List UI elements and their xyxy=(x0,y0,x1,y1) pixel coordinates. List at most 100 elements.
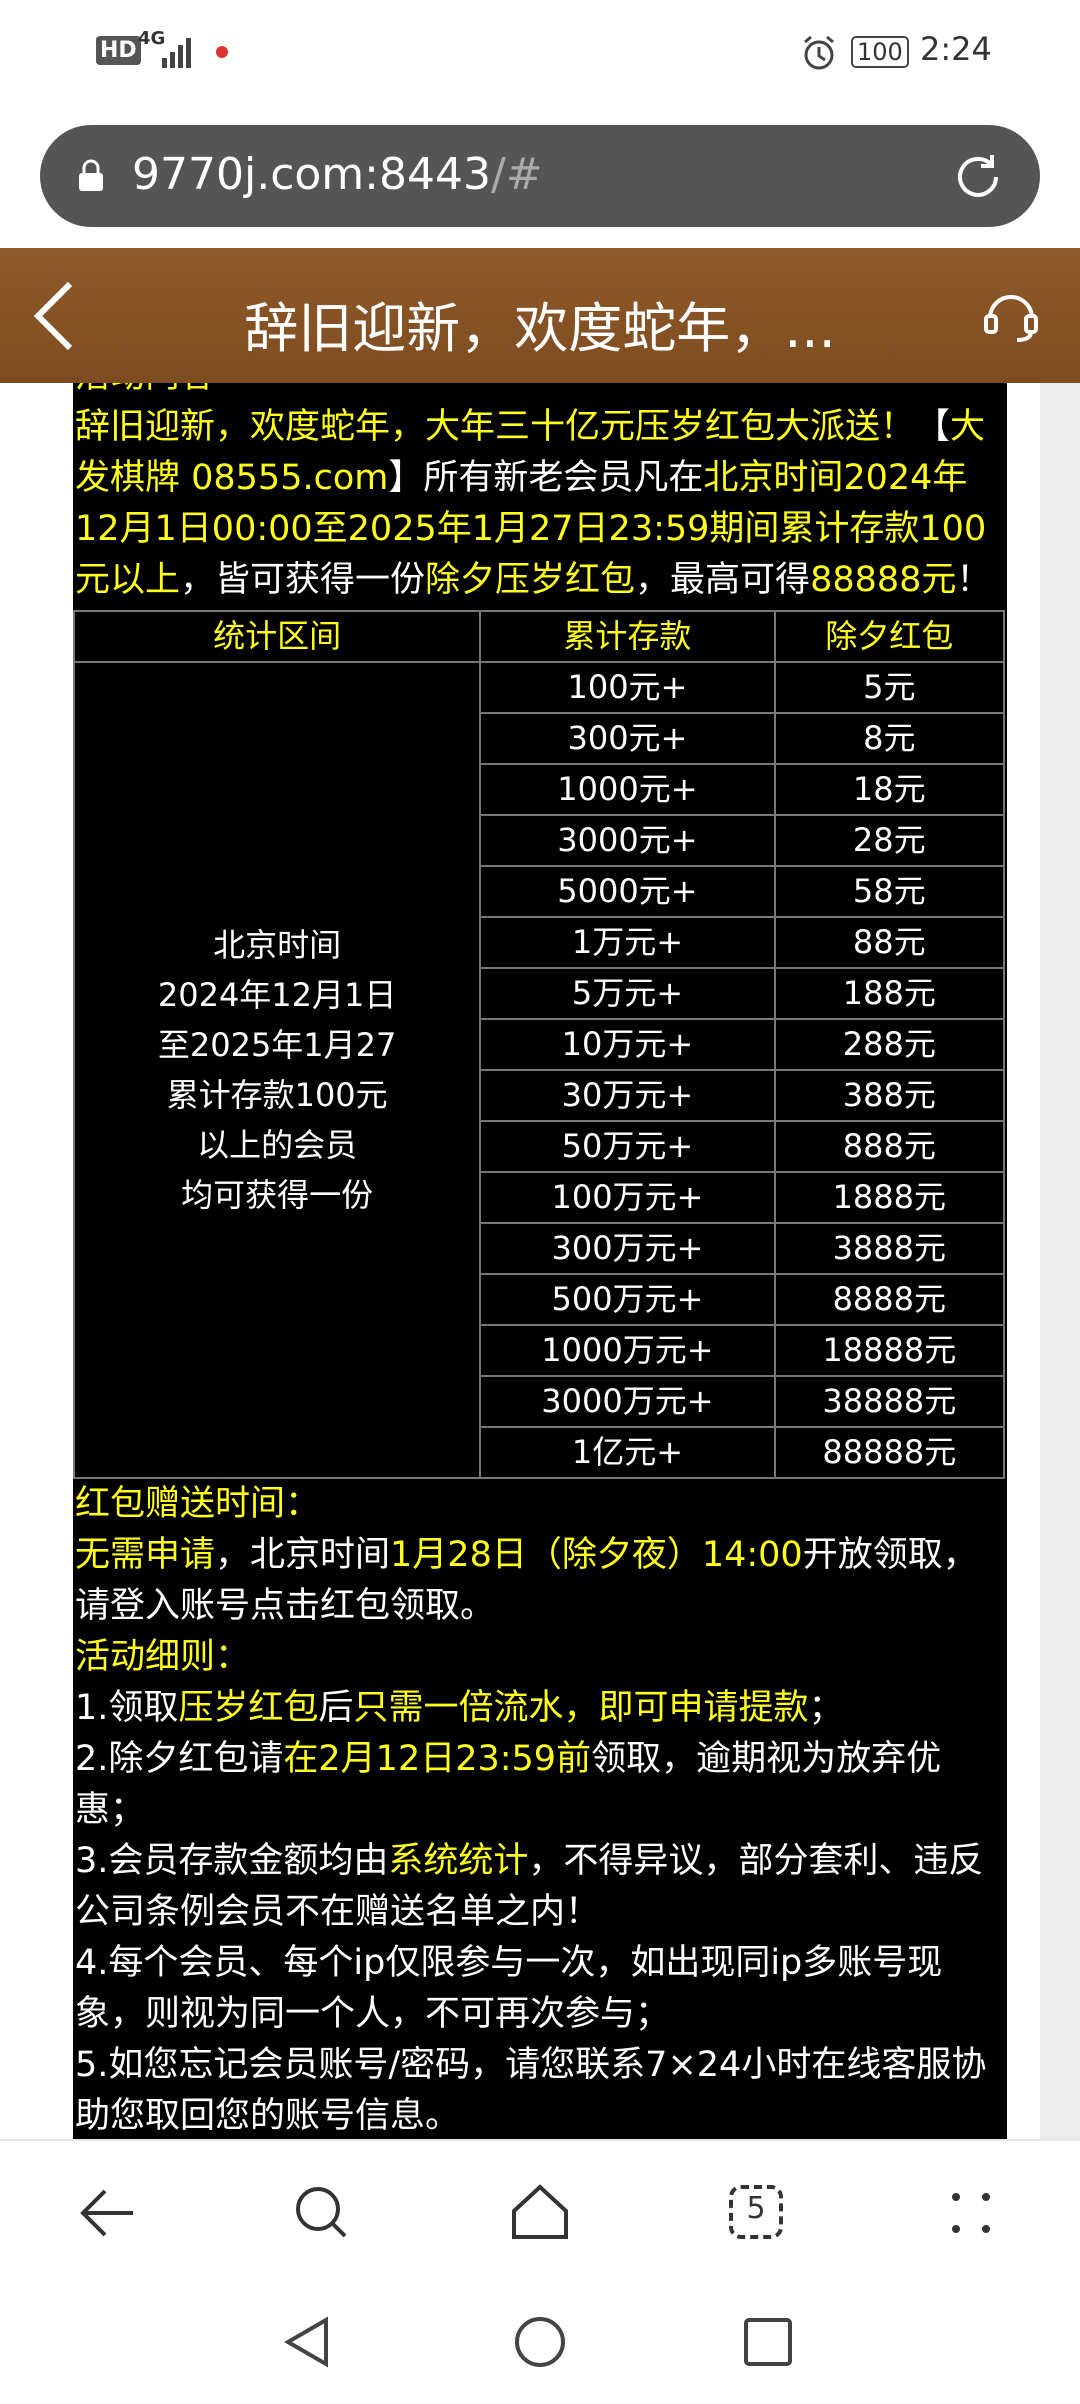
web-content: 活动内容 辞旧迎新，欢度蛇年，大年三十亿元压岁红包大派送！【大发棋牌 08555… xyxy=(0,383,1080,2139)
text-segment: 红包赠送时间： xyxy=(75,1484,321,1524)
bonus-cell: 58元 xyxy=(773,865,1006,918)
text-segment: 88888元 xyxy=(810,560,957,600)
rule-paragraph: 4.每个会员、每个ip仅限参与一次，如出现同ip多账号现象，则视为同一个人，不可… xyxy=(75,1938,1007,2040)
period-line: 以上的会员 xyxy=(197,1126,358,1164)
text-segment: 4.每个会员、每个ip仅限参与一次，如出现同ip多账号现象，则视为同一个人，不可… xyxy=(75,1943,943,2034)
text-segment: 领取，逾期视为放弃优惠； xyxy=(75,1739,942,1830)
text-segment: 2.除夕红包请 xyxy=(75,1739,284,1779)
system-nav xyxy=(0,2280,1080,2400)
period-line: 累计存款100元 xyxy=(166,1076,388,1114)
deposit-cell: 10万元+ xyxy=(479,1018,776,1071)
back-icon[interactable] xyxy=(80,2189,133,2237)
lock-icon xyxy=(79,159,103,191)
menu-icon[interactable] xyxy=(952,2193,990,2233)
clock: 2:24 xyxy=(920,30,992,68)
period-line: 至2025年1月27 xyxy=(157,1026,397,1064)
text-segment: 除夕压岁红包 xyxy=(425,560,636,600)
browser-toolbar: 5 xyxy=(0,2139,1080,2282)
period-line: 北京时间 xyxy=(213,926,342,964)
text-segment: 1月28日（除夕夜）14:00 xyxy=(390,1535,803,1575)
deposit-cell: 5万元+ xyxy=(479,967,776,1020)
table-row: 北京时间 2024年12月1日 至2025年1月27 累计存款100元 以上的会员均可获… xyxy=(72,661,1006,1479)
bonus-cell: 38888元 xyxy=(773,1375,1006,1428)
bonus-cell: 8元 xyxy=(773,712,1006,765)
bonus-cell: 388元 xyxy=(773,1069,1006,1122)
tab-count[interactable]: 5 xyxy=(746,2191,766,2226)
section-title: 活动内容 xyxy=(75,383,1007,402)
bonus-cell: 8888元 xyxy=(773,1273,1006,1326)
bonus-cell: 5元 xyxy=(773,661,1006,714)
bonus-cell: 18元 xyxy=(773,763,1006,816)
text-segment: ，最高可得 xyxy=(635,560,811,600)
search-icon[interactable] xyxy=(296,2187,347,2238)
table-row: 30万元+ 388元 xyxy=(74,1069,1006,1122)
text-segment: ，皆可获得一份 xyxy=(180,560,426,600)
period-line: 均可获得一份 xyxy=(181,1176,374,1214)
rule-paragraph: 3.会员存款金额均由系统统计，不得异议，部分套利、违反公司条例会员不在赠送名单之… xyxy=(75,1836,1007,1938)
table-row: 5万元+ 188元 xyxy=(74,967,1006,1020)
nav-recent[interactable] xyxy=(744,2318,792,2366)
rule-paragraph: 无需申请，北京时间1月28日（除夕夜）14:00开放领取，请登入账号点击红包领取… xyxy=(75,1530,1007,1632)
rule-paragraph: 2.除夕红包请在2月12日23:59前领取，逾期视为放弃优惠； xyxy=(75,1734,1007,1836)
support-icon[interactable] xyxy=(980,286,1042,346)
rule-paragraph: 1.领取压岁红包后只需一倍流水，即可申请提款； xyxy=(75,1683,1007,1734)
deposit-cell: 100元+ xyxy=(479,661,776,714)
period-line: 2024年12月1日 xyxy=(157,976,397,1014)
notification-dot xyxy=(216,46,228,58)
header-cell: 累计存款 xyxy=(479,610,776,663)
text-segment: 只需一倍流水，即可申请提款 xyxy=(353,1688,809,1728)
url-path: /# xyxy=(490,149,543,200)
text-segment: 北京时间2024年12月1日00:00至2025年1月27日23:59期间累计存… xyxy=(75,458,987,600)
back-button[interactable] xyxy=(30,278,80,354)
rules: 红包赠送时间： 无需申请，北京时间1月28日（除夕夜）14:00开放领取，请登入账… xyxy=(75,1479,1007,2139)
table-row: 100万元+ 1888元 xyxy=(74,1171,1006,1224)
text-segment: 压岁红包 xyxy=(178,1688,319,1728)
header-title: 辞旧迎新，欢度蛇年，... xyxy=(244,297,836,360)
text-segment: 】所有新老会员凡在 xyxy=(388,458,704,498)
intro-paragraph: 辞旧迎新，欢度蛇年，大年三十亿元压岁红包大派送！【大发棋牌 08555.com】… xyxy=(75,402,1007,606)
deposit-cell: 1000元+ xyxy=(479,763,776,816)
page-header: 辞旧迎新，欢度蛇年，... xyxy=(0,248,1080,383)
alarm-icon xyxy=(804,35,834,70)
address-bar[interactable]: 9770j.com:8443/# xyxy=(40,125,1040,227)
text-segment: 1.领取 xyxy=(75,1688,179,1728)
table-row: 1万元+ 88元 xyxy=(74,916,1006,969)
rule-paragraph: 5.如您忘记会员账号/密码，请您联系7×24小时在线客服协助您取回您的账号信息。 xyxy=(75,2040,1007,2139)
bonus-table: 统计区间 累计存款 除夕红包北京时间 2024年12月1日 至2025年1月27 累计存款… xyxy=(72,610,1006,1479)
table-row: 10万元+ 288元 xyxy=(74,1018,1006,1071)
text-segment: ，北京时间 xyxy=(215,1535,391,1575)
table-row: 1000元+ 18元 xyxy=(74,763,1006,816)
home-icon[interactable] xyxy=(512,2184,568,2239)
table-row: 5000元+ 58元 xyxy=(74,865,1006,918)
deposit-cell: 1万元+ xyxy=(479,916,776,969)
table-row: 1亿元+ 88888元 xyxy=(74,1426,1006,1479)
system-nav-icons xyxy=(284,2316,792,2368)
text-segment: ！ xyxy=(956,560,992,600)
deposit-cell: 1000万元+ xyxy=(479,1324,776,1377)
text-segment: 辞旧迎新，欢度蛇年，大年三十亿元压岁红包大派送！ xyxy=(75,407,916,447)
bonus-cell: 28元 xyxy=(773,814,1006,867)
text-segment: ； xyxy=(808,1688,844,1728)
table-row: 3000万元+ 38888元 xyxy=(74,1375,1006,1428)
deposit-cell: 300元+ xyxy=(479,712,776,765)
table-row: 3000元+ 28元 xyxy=(74,814,1006,867)
tabs-icon[interactable] xyxy=(729,2185,783,2239)
nav-back[interactable] xyxy=(284,2316,328,2368)
hd-badge: HD xyxy=(96,36,141,65)
deposit-cell: 1亿元+ xyxy=(479,1426,776,1479)
text-segment: 活动细则： xyxy=(75,1637,251,1677)
nav-home[interactable] xyxy=(515,2317,565,2367)
text-segment: 在2月12日23:59前 xyxy=(283,1739,592,1779)
text-segment: 开放领取，请登入账号点击红包领取。 xyxy=(75,1535,978,1626)
text-segment: 3.会员存款金额均由 xyxy=(75,1841,389,1881)
deposit-cell: 500万元+ xyxy=(479,1273,776,1326)
network-type: 4G xyxy=(138,28,166,49)
text-segment: 无需申请 xyxy=(75,1535,216,1575)
reload-icon[interactable] xyxy=(952,151,1004,203)
battery: 100 xyxy=(851,36,909,68)
bonus-cell: 1888元 xyxy=(773,1171,1006,1224)
table-row: 300元+ 8元 xyxy=(74,712,1006,765)
text-segment: 【 xyxy=(915,407,951,447)
status-bar: HD 4G 100 2:24 xyxy=(0,0,1080,107)
header-row: 统计区间 累计存款 除夕红包 xyxy=(72,610,1006,663)
